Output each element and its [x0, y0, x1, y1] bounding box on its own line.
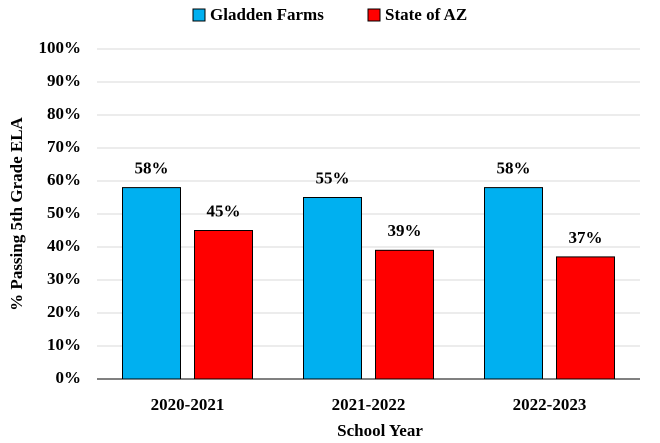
y-tick-label: 30%	[47, 269, 81, 288]
x-tick-label: 2020-2021	[151, 395, 225, 414]
legend-swatch	[367, 8, 381, 22]
y-tick-label: 50%	[47, 203, 81, 222]
y-tick-label: 100%	[39, 38, 82, 57]
bar	[556, 256, 615, 380]
x-axis-title: School Year	[337, 421, 423, 440]
data-label: 58%	[135, 159, 169, 178]
y-tick-label: 40%	[47, 236, 81, 255]
x-tick-label: 2022-2023	[513, 395, 587, 414]
y-axis-title: % Passing 5th Grade ELA	[7, 116, 26, 310]
y-tick-label: 60%	[47, 170, 81, 189]
data-label: 37%	[569, 228, 603, 247]
y-tick-label: 90%	[47, 71, 81, 90]
bar	[122, 187, 181, 380]
bar	[375, 249, 434, 380]
legend-label: State of AZ	[385, 5, 467, 24]
legend-swatch	[192, 8, 206, 22]
y-tick-label: 0%	[56, 368, 82, 387]
legend-label: Gladden Farms	[210, 5, 324, 24]
data-label: 55%	[316, 168, 350, 187]
x-tick-label: 2021-2022	[332, 395, 406, 414]
bar	[303, 197, 362, 380]
y-tick-label: 10%	[47, 335, 81, 354]
data-label: 58%	[497, 159, 531, 178]
y-tick-label: 20%	[47, 302, 81, 321]
data-label: 45%	[207, 201, 241, 220]
y-tick-label: 80%	[47, 104, 81, 123]
bar	[484, 187, 543, 380]
bar	[194, 230, 253, 380]
data-label: 39%	[388, 221, 422, 240]
y-tick-label: 70%	[47, 137, 81, 156]
